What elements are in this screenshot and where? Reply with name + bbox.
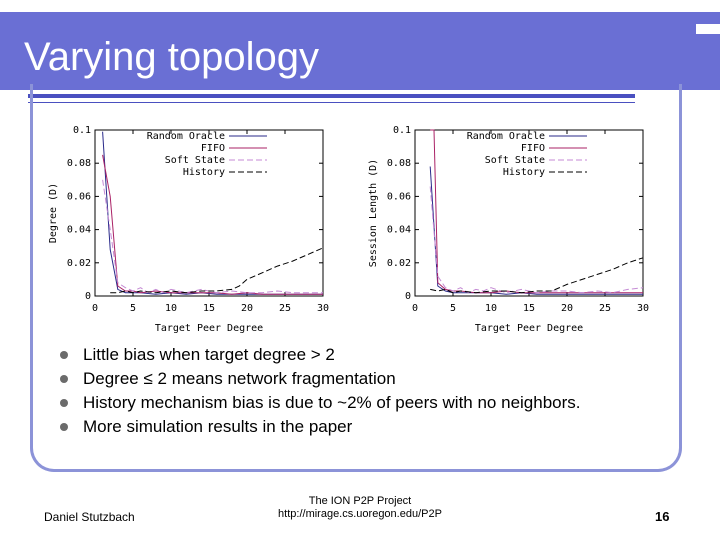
session-length-chart: 0 0.02 0.04 0.06 0.08 0.1 0 5 10 15 20 25 30 Target P… (368, 125, 649, 334)
bullet-dot-icon (60, 375, 68, 383)
bullet-text: History mechanism bias is due to ~2% of … (83, 393, 581, 412)
x-tick-label: 30 (317, 303, 329, 314)
y-axis-label: Session Length (D) (368, 159, 379, 267)
x-tick-label: 0 (92, 303, 98, 314)
y-tick-label: 0 (85, 291, 91, 302)
footer-project: The ION P2P Project http://mirage.cs.uor… (230, 495, 490, 521)
y-tick-label: 0.04 (67, 225, 91, 236)
x-tick-label: 30 (637, 303, 649, 314)
x-tick-label: 15 (523, 303, 535, 314)
y-tick-label: 0.08 (387, 158, 411, 169)
x-axis-label: Target Peer Degree (155, 323, 263, 334)
x-tick-label: 5 (450, 303, 456, 314)
x-tick-label: 15 (203, 303, 215, 314)
series-line-random-oracle (429, 166, 643, 295)
y-tick-label: 0.02 (67, 258, 91, 269)
y-tick-label: 0.1 (73, 125, 91, 136)
title-underline (28, 94, 635, 98)
legend-label: FIFO (201, 143, 225, 154)
x-tick-label: 25 (599, 303, 611, 314)
legend-label: Soft State (485, 155, 545, 166)
y-tick-label: 0.06 (67, 191, 91, 202)
legend-label: Random Oracle (467, 131, 545, 142)
y-tick-label: 0 (405, 291, 411, 302)
x-tick-label: 20 (241, 303, 253, 314)
degree-chart: 0 0.02 0.04 0.06 0.08 0.1 0 5 10 15 20 25 30 Target P… (48, 125, 329, 334)
bullet-dot-icon (60, 399, 68, 407)
series-line-history (430, 257, 644, 294)
bullet-list: Little bias when target degree > 2 Degre… (60, 343, 690, 439)
bullet-item: Little bias when target degree > 2 (60, 343, 690, 367)
x-axis-label: Target Peer Degree (475, 323, 583, 334)
bullet-item: History mechanism bias is due to ~2% of … (60, 391, 690, 415)
x-tick-label: 5 (130, 303, 136, 314)
title-bar (0, 12, 720, 90)
bullet-item: Degree ≤ 2 means network fragmentation (60, 367, 690, 391)
footer-project-name: The ION P2P Project (308, 495, 412, 507)
x-tick-label: 10 (165, 303, 177, 314)
legend-label: Soft State (165, 155, 225, 166)
bullet-dot-icon (60, 351, 68, 359)
bullet-item: More simulation results in the paper (60, 415, 690, 439)
series-line-history (110, 247, 324, 294)
y-tick-label: 0.08 (67, 158, 91, 169)
y-tick-label: 0.02 (387, 258, 411, 269)
series-line-soft-state (429, 186, 644, 294)
bullet-text: More simulation results in the paper (83, 417, 353, 436)
legend-label: History (503, 167, 545, 178)
y-axis-label: Degree (D) (48, 183, 59, 243)
content-frame (30, 84, 682, 472)
series-line-fifo (102, 154, 323, 295)
y-tick-label: 0.04 (387, 225, 411, 236)
footer-author: Daniel Stutzbach (44, 510, 135, 524)
y-tick-label: 0.1 (393, 125, 411, 136)
x-tick-label: 10 (485, 303, 497, 314)
legend-label: History (183, 167, 225, 178)
y-tick-label: 0.06 (387, 191, 411, 202)
x-tick-label: 0 (412, 303, 418, 314)
x-tick-label: 25 (279, 303, 291, 314)
footer-url: http://mirage.cs.uoregon.edu/P2P (278, 508, 442, 520)
bullet-dot-icon (60, 423, 68, 431)
bullet-text: Little bias when target degree > 2 (83, 345, 335, 364)
header-notch (696, 24, 720, 34)
x-tick-label: 20 (561, 303, 573, 314)
title-underline-thin (28, 102, 635, 103)
legend-label: FIFO (521, 143, 545, 154)
slide-title: Varying topology (24, 35, 319, 79)
legend-label: Random Oracle (147, 131, 225, 142)
bullet-text: Degree ≤ 2 means network fragmentation (83, 369, 396, 388)
page-number: 16 (655, 509, 670, 524)
series-line-soft-state (102, 179, 323, 294)
